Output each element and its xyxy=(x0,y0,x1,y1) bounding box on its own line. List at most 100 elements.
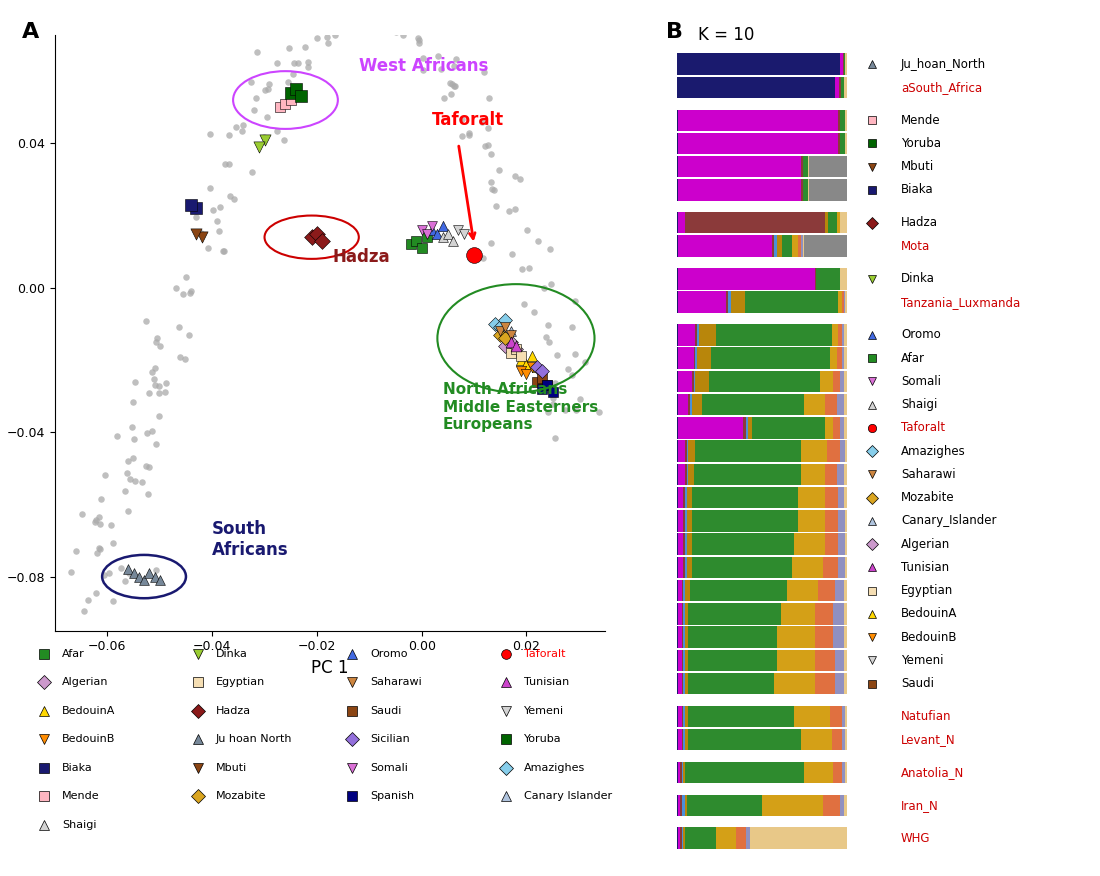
Bar xyxy=(676,729,679,751)
Bar xyxy=(810,156,847,178)
Bar xyxy=(689,673,773,695)
Point xyxy=(541,277,559,291)
Point xyxy=(351,6,369,20)
Text: Saharawi: Saharawi xyxy=(901,468,956,481)
Bar xyxy=(692,556,792,578)
Bar xyxy=(679,828,680,849)
Point xyxy=(502,328,519,342)
Bar xyxy=(845,533,847,555)
Text: North Africans
Middle Easterners
Europeans: North Africans Middle Easterners Europea… xyxy=(442,382,598,432)
Point xyxy=(465,248,483,262)
Point xyxy=(513,353,530,367)
Bar xyxy=(840,795,844,816)
Bar xyxy=(689,604,781,625)
Point xyxy=(290,20,308,34)
Point xyxy=(201,181,219,195)
Point xyxy=(268,124,286,138)
Point xyxy=(341,0,359,12)
Point xyxy=(139,426,156,440)
Bar xyxy=(838,487,844,508)
Bar xyxy=(845,706,847,727)
Bar xyxy=(840,371,844,392)
Bar xyxy=(683,510,685,532)
Point xyxy=(293,89,310,103)
Point xyxy=(433,230,451,244)
Point xyxy=(260,77,277,91)
Point xyxy=(188,227,206,241)
Bar xyxy=(679,133,838,154)
Text: Somali: Somali xyxy=(370,763,408,773)
Bar xyxy=(807,180,810,201)
Point xyxy=(121,471,139,485)
Bar xyxy=(690,580,788,601)
Bar xyxy=(728,292,732,313)
Bar xyxy=(825,394,837,415)
Point xyxy=(119,504,136,518)
Bar xyxy=(689,394,690,415)
Point xyxy=(540,335,558,349)
Point xyxy=(182,286,199,300)
Bar xyxy=(777,236,782,257)
Point xyxy=(563,320,581,334)
Text: Amazighes: Amazighes xyxy=(901,445,966,457)
Bar xyxy=(844,580,847,601)
Point xyxy=(559,362,576,376)
Bar xyxy=(679,487,683,508)
Bar xyxy=(679,533,683,555)
Bar xyxy=(676,156,679,178)
Point xyxy=(522,350,540,364)
Point xyxy=(534,364,551,378)
Bar xyxy=(838,510,845,532)
Point xyxy=(299,55,317,69)
Bar xyxy=(692,533,794,555)
Point xyxy=(63,565,80,579)
Point xyxy=(522,360,540,374)
Text: Saharawi: Saharawi xyxy=(370,677,421,687)
Bar xyxy=(676,580,679,601)
Point xyxy=(442,87,460,101)
Point xyxy=(453,129,471,143)
Point xyxy=(534,371,551,385)
Text: Taforalt: Taforalt xyxy=(901,421,945,434)
Point xyxy=(233,124,251,138)
Text: Spanish: Spanish xyxy=(370,791,415,801)
Point xyxy=(208,214,226,228)
Bar xyxy=(801,236,803,257)
Text: Algerian: Algerian xyxy=(901,538,950,551)
Point xyxy=(290,21,308,35)
Bar xyxy=(761,795,823,816)
Bar xyxy=(679,417,743,439)
Bar xyxy=(679,371,692,392)
Point xyxy=(491,163,508,177)
Text: aSouth_Africa: aSouth_Africa xyxy=(901,81,982,94)
Bar xyxy=(844,650,847,671)
Bar xyxy=(685,212,825,234)
Bar xyxy=(680,762,682,783)
Text: Dinka: Dinka xyxy=(901,272,935,286)
Bar xyxy=(679,510,683,532)
Point xyxy=(117,574,134,588)
Bar xyxy=(676,292,679,313)
Point xyxy=(528,360,546,374)
Point xyxy=(476,139,494,153)
Point xyxy=(234,118,252,132)
Point xyxy=(528,360,546,374)
Bar xyxy=(683,673,685,695)
Bar xyxy=(686,441,689,462)
Text: Mota: Mota xyxy=(901,239,931,252)
Point xyxy=(314,234,331,248)
Bar xyxy=(835,77,839,98)
Point xyxy=(96,568,113,582)
Point xyxy=(507,343,525,357)
Point xyxy=(502,335,519,349)
Point xyxy=(540,383,558,397)
Point xyxy=(497,321,515,335)
Point xyxy=(145,372,163,386)
Bar xyxy=(682,762,683,783)
Text: Biaka: Biaka xyxy=(62,763,92,773)
Point xyxy=(450,223,468,237)
Point xyxy=(143,424,161,438)
Point xyxy=(167,281,185,295)
Point xyxy=(145,569,163,583)
Bar xyxy=(825,533,838,555)
